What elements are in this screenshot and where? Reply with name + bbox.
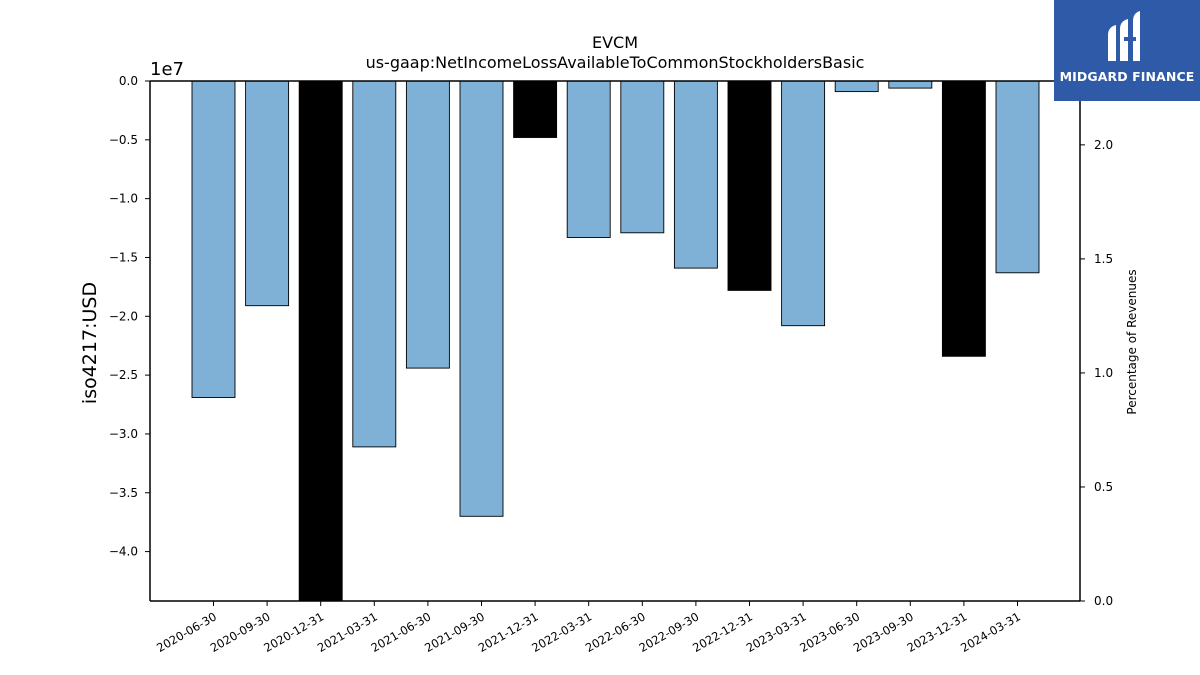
x-tick-label: 2023-09-30 bbox=[851, 609, 916, 655]
x-tick-label: 2020-06-30 bbox=[154, 609, 219, 655]
y-tick-label: −0.5 bbox=[109, 133, 138, 147]
midgard-logo-icon bbox=[1108, 11, 1140, 61]
x-tick-label: 2020-09-30 bbox=[208, 609, 273, 655]
x-tick-label: 2022-03-31 bbox=[529, 609, 594, 655]
logo-text: MIDGARD FINANCE bbox=[1059, 69, 1195, 84]
y2-tick-label: 0.5 bbox=[1094, 480, 1113, 494]
y2-tick-label: 1.0 bbox=[1094, 366, 1113, 380]
midgard-finance-logo: MIDGARD FINANCE bbox=[1054, 0, 1200, 101]
bar-2023-09-30 bbox=[888, 80, 933, 89]
bars-group bbox=[191, 80, 1040, 602]
x-tick-label: 2023-06-30 bbox=[797, 609, 862, 655]
y-tick-label: −4.0 bbox=[109, 545, 138, 559]
y2-tick-label: 1.5 bbox=[1094, 252, 1113, 266]
x-tick-label: 2022-12-31 bbox=[690, 609, 755, 655]
y2-tick-label: 0.0 bbox=[1094, 594, 1113, 608]
x-tick-label: 2021-12-31 bbox=[476, 609, 541, 655]
x-tick-label: 2021-09-30 bbox=[422, 609, 487, 655]
bar-2021-06-30 bbox=[405, 80, 450, 369]
bar-2020-12-31 bbox=[298, 80, 343, 602]
bar-2022-12-31 bbox=[727, 80, 772, 291]
bar-2023-03-31 bbox=[781, 80, 826, 327]
y-tick-label: −1.0 bbox=[109, 192, 138, 206]
x-tick-label: 2022-06-30 bbox=[583, 609, 648, 655]
bar-2022-06-30 bbox=[620, 80, 665, 234]
y-tick-label: 0.0 bbox=[119, 74, 138, 88]
chart-title: EVCM bbox=[592, 33, 638, 52]
y2-axis-label: Percentage of Revenues bbox=[1125, 269, 1139, 414]
bar-2021-12-31 bbox=[513, 80, 558, 138]
y-tick-label: −2.5 bbox=[109, 368, 138, 382]
bar-2022-03-31 bbox=[566, 80, 611, 238]
x-tick-label: 2020-12-31 bbox=[261, 609, 326, 655]
y-tick-label: −2.0 bbox=[109, 309, 138, 323]
bar-2020-09-30 bbox=[245, 80, 290, 307]
y-tick-label: −3.5 bbox=[109, 486, 138, 500]
x-tick-label: 2021-06-30 bbox=[369, 609, 434, 655]
bar-2021-03-31 bbox=[352, 80, 397, 448]
bar-2020-06-30 bbox=[191, 80, 236, 398]
bar-2022-09-30 bbox=[673, 80, 718, 269]
y2-tick-label: 2.0 bbox=[1094, 138, 1113, 152]
bar-2023-12-31 bbox=[941, 80, 986, 357]
y-tick-label: −3.0 bbox=[109, 427, 138, 441]
y-offset-label: 1e7 bbox=[150, 59, 184, 80]
bar-2024-03-31 bbox=[995, 80, 1040, 274]
y-tick-label: −1.5 bbox=[109, 250, 138, 264]
x-tick-label: 2022-09-30 bbox=[637, 609, 702, 655]
chart-subtitle: us-gaap:NetIncomeLossAvailableToCommonSt… bbox=[366, 53, 865, 72]
bar-2023-06-30 bbox=[834, 80, 879, 93]
x-tick-label: 2024-03-31 bbox=[958, 609, 1023, 655]
bar-2021-09-30 bbox=[459, 80, 504, 517]
y-axis-label: iso4217:USD bbox=[79, 282, 101, 404]
x-tick-label: 2023-12-31 bbox=[905, 609, 970, 655]
x-tick-label: 2021-03-31 bbox=[315, 609, 380, 655]
x-tick-label: 2023-03-31 bbox=[744, 609, 809, 655]
